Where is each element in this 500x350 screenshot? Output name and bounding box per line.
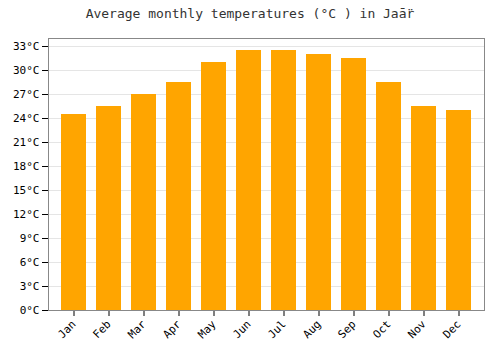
svg-text:Oct: Oct bbox=[370, 318, 393, 341]
svg-text:Jul: Jul bbox=[265, 318, 288, 341]
svg-text:Mar: Mar bbox=[125, 317, 149, 341]
svg-text:Feb: Feb bbox=[90, 318, 113, 341]
svg-text:18°C: 18°C bbox=[13, 160, 40, 173]
svg-text:3°C: 3°C bbox=[20, 280, 40, 293]
svg-text:Dec: Dec bbox=[440, 318, 463, 341]
svg-text:Apr: Apr bbox=[160, 317, 184, 341]
svg-text:33°C: 33°C bbox=[13, 40, 40, 53]
html-text:Average monthly temperatures (: Average monthly temperatures (°C ) in Ja… bbox=[85, 6, 415, 21]
svg-text:0°C: 0°C bbox=[20, 304, 40, 317]
svg-text:May: May bbox=[195, 317, 219, 341]
svg-text:24°C: 24°C bbox=[13, 112, 40, 125]
svg-text:Sep: Sep bbox=[335, 318, 358, 341]
svg-text:27°C: 27°C bbox=[13, 88, 40, 101]
svg-text:6°C: 6°C bbox=[20, 256, 40, 269]
svg-text:30°C: 30°C bbox=[13, 64, 40, 77]
svg-text:12°C: 12°C bbox=[13, 208, 40, 221]
svg-text:15°C: 15°C bbox=[13, 184, 40, 197]
svg-text:Jun: Jun bbox=[230, 318, 253, 341]
svg-text:Jan: Jan bbox=[55, 318, 78, 341]
svg-text:Nov: Nov bbox=[405, 317, 429, 341]
svg-text:Aug: Aug bbox=[300, 318, 323, 341]
svg-text:9°C: 9°C bbox=[20, 232, 40, 245]
svg-text:21°C: 21°C bbox=[13, 136, 40, 149]
